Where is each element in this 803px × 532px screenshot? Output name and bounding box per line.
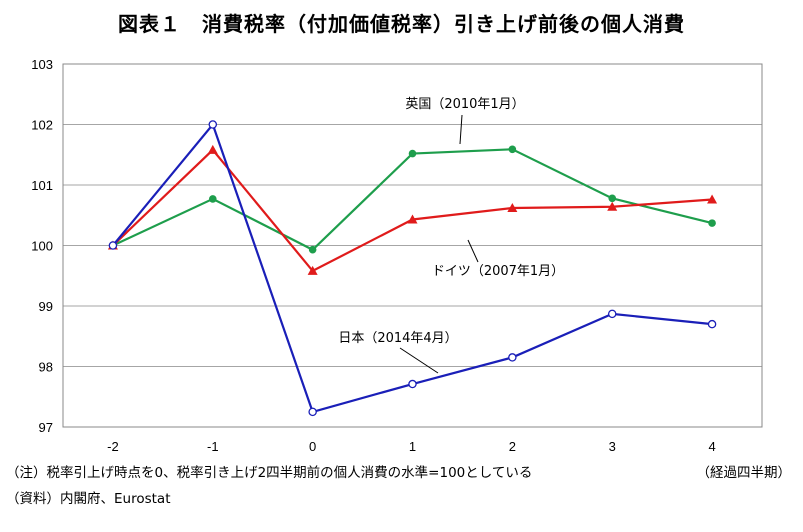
- data-point: [308, 245, 317, 254]
- data-point: [508, 353, 517, 362]
- data-point: [707, 194, 718, 204]
- data-point: [407, 214, 418, 224]
- chart-note: （注）税率引上げ時点を0、税率引き上げ2四半期前の個人消費の水準=100としてい…: [6, 465, 533, 481]
- y-tick-label: 99: [39, 299, 53, 314]
- data-point: [608, 194, 617, 203]
- data-point: [708, 219, 716, 227]
- series-line: [112, 148, 713, 273]
- series-line: [112, 148, 713, 252]
- data-point: [307, 265, 318, 275]
- x-tick-label: 4: [708, 439, 715, 454]
- x-tick-label: -2: [107, 439, 119, 454]
- x-tick-label: 3: [609, 439, 616, 454]
- y-tick-label: 97: [39, 420, 53, 435]
- y-tick-label: 101: [31, 178, 53, 193]
- data-point: [208, 120, 218, 129]
- series-label: 日本（2014年4月）: [338, 331, 457, 346]
- series-line: [112, 122, 713, 414]
- chart-title: 図表１ 消費税率（付加価値税率）引き上げ前後の個人消費: [118, 12, 685, 36]
- data-point: [408, 379, 417, 389]
- chart-source: （資料）内閣府、Eurostat: [6, 491, 171, 507]
- data-point: [507, 202, 518, 212]
- callout-leader: [467, 239, 479, 263]
- data-point: [707, 319, 717, 329]
- y-tick-label: 102: [31, 118, 53, 133]
- x-tick-label: 1: [409, 439, 416, 454]
- data-point: [207, 144, 218, 154]
- data-point: [308, 407, 317, 417]
- series-label: ドイツ（2007年1月）: [432, 264, 564, 279]
- callout-leader: [399, 347, 439, 374]
- data-point: [508, 145, 517, 154]
- x-axis-unit: （経過四半期）: [696, 465, 792, 481]
- x-tick-label: 2: [509, 439, 516, 454]
- y-tick-label: 98: [39, 360, 53, 375]
- callout-leader: [459, 114, 463, 145]
- y-tick-label: 103: [31, 57, 53, 72]
- data-point: [208, 195, 217, 203]
- data-point: [108, 241, 118, 250]
- series-label: 英国（2010年1月）: [405, 97, 524, 112]
- x-tick-label: 0: [309, 439, 316, 454]
- x-tick-label: -1: [207, 439, 219, 454]
- data-point: [607, 201, 618, 211]
- data-point: [607, 309, 617, 319]
- data-point: [408, 149, 417, 158]
- y-tick-label: 100: [31, 239, 53, 254]
- plot-area: [62, 63, 763, 428]
